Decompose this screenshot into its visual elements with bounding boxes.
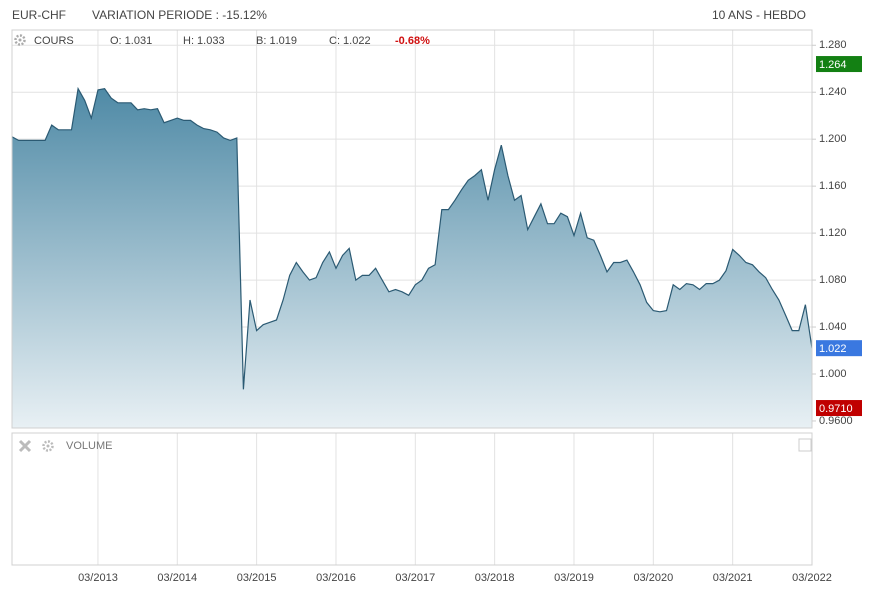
x-tick-label: 03/2017 <box>395 572 435 584</box>
price-tag-label: 1.022 <box>819 343 847 355</box>
settings-icon[interactable] <box>14 34 26 46</box>
y-tick-label: 1.280 <box>819 39 847 51</box>
low-label: B: 1.019 <box>256 35 297 47</box>
x-tick-label: 03/2022 <box>792 572 832 584</box>
subtitle: VARIATION PERIODE : -15.12% <box>92 8 267 22</box>
price-tag <box>816 56 862 73</box>
y-tick-label: 1.200 <box>819 133 847 145</box>
y-tick-label: 1.240 <box>819 86 847 98</box>
y-tick-label: 1.040 <box>819 321 847 333</box>
price-tag <box>816 400 862 417</box>
close-label: C: 1.022 <box>329 35 371 47</box>
high-label: H: 1.033 <box>183 35 225 47</box>
close-icon[interactable] <box>18 439 32 453</box>
area-fill <box>12 88 812 428</box>
price-tag-label: 1.264 <box>819 59 847 71</box>
series-name: COURS <box>34 35 74 47</box>
y-tick-label: 0.9600 <box>819 415 853 427</box>
period: 10 ANS - HEBDO <box>712 8 806 22</box>
x-tick-label: 03/2021 <box>713 572 753 584</box>
y-tick-label: 1.000 <box>819 368 847 380</box>
volume-panel <box>11 432 813 566</box>
settings-icon[interactable] <box>42 440 54 452</box>
price-panel <box>11 29 813 429</box>
change-label: -0.68% <box>395 35 430 47</box>
y-tick-label: 1.160 <box>819 180 847 192</box>
x-tick-label: 03/2013 <box>78 572 118 584</box>
volume-label: VOLUME <box>66 440 112 452</box>
x-tick-label: 03/2020 <box>633 572 673 584</box>
y-tick-label: 1.120 <box>819 227 847 239</box>
y-tick-label: 1.080 <box>819 274 847 286</box>
x-tick-label: 03/2016 <box>316 572 356 584</box>
checkbox[interactable] <box>798 438 812 452</box>
x-tick-label: 03/2019 <box>554 572 594 584</box>
open-label: O: 1.031 <box>110 35 152 47</box>
symbol: EUR-CHF <box>12 8 66 22</box>
price-line <box>12 86 812 390</box>
x-tick-label: 03/2018 <box>475 572 515 584</box>
price-tag <box>816 340 862 357</box>
x-tick-label: 03/2015 <box>237 572 277 584</box>
x-tick-label: 03/2014 <box>157 572 197 584</box>
price-tag-label: 0.9710 <box>819 403 853 415</box>
